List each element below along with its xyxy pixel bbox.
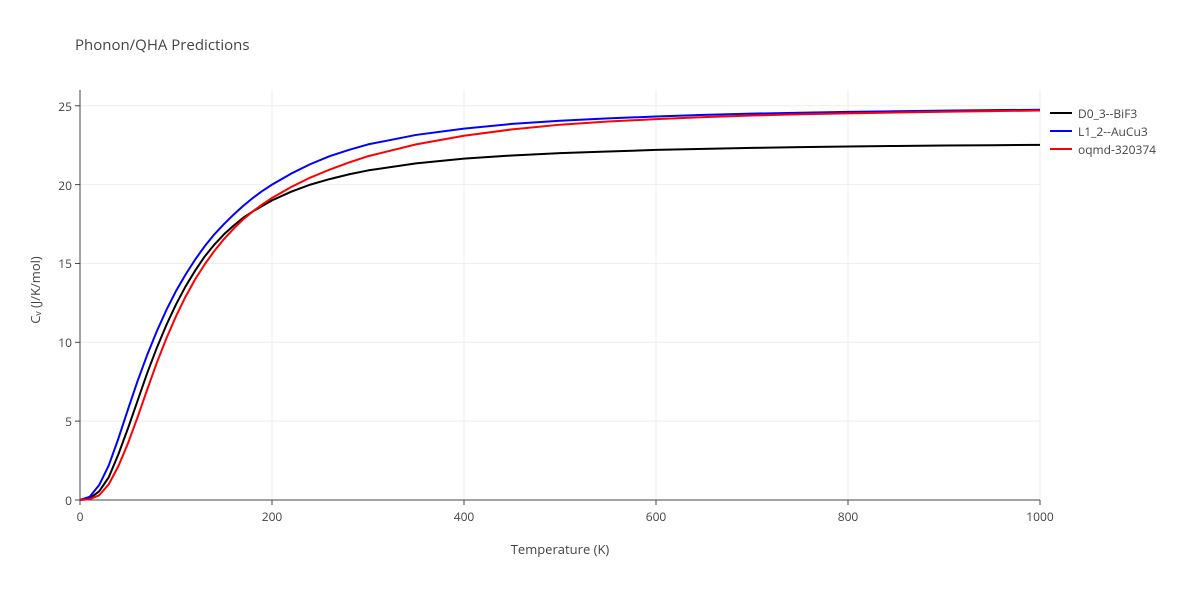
y-tick-label: 15: [40, 255, 72, 272]
legend-item[interactable]: D0_3--BiF3: [1050, 104, 1156, 122]
series-line: [80, 145, 1040, 500]
legend: D0_3--BiF3L1_2--AuCu3oqmd-320374: [1050, 104, 1156, 158]
legend-label: L1_2--AuCu3: [1078, 123, 1148, 140]
legend-label: D0_3--BiF3: [1078, 105, 1137, 122]
legend-item[interactable]: oqmd-320374: [1050, 140, 1156, 158]
y-tick-label: 25: [40, 98, 72, 115]
x-axis-label: Temperature (K): [80, 540, 1040, 558]
x-tick-label: 0: [60, 508, 100, 525]
x-tick-label: 200: [252, 508, 292, 525]
series-line: [80, 111, 1040, 501]
legend-swatch: [1050, 148, 1072, 150]
legend-swatch: [1050, 130, 1072, 132]
x-tick-label: 800: [828, 508, 868, 525]
legend-item[interactable]: L1_2--AuCu3: [1050, 122, 1156, 140]
chart-container: Phonon/QHA Predictions Temperature (K) C…: [0, 0, 1200, 600]
y-tick-label: 10: [40, 334, 72, 351]
y-tick-label: 5: [40, 413, 72, 430]
x-tick-label: 400: [444, 508, 484, 525]
legend-label: oqmd-320374: [1078, 141, 1156, 158]
series-line: [80, 110, 1040, 500]
legend-swatch: [1050, 112, 1072, 114]
y-tick-label: 20: [40, 177, 72, 194]
x-tick-label: 600: [636, 508, 676, 525]
x-tick-label: 1000: [1020, 508, 1060, 525]
y-tick-label: 0: [40, 492, 72, 509]
